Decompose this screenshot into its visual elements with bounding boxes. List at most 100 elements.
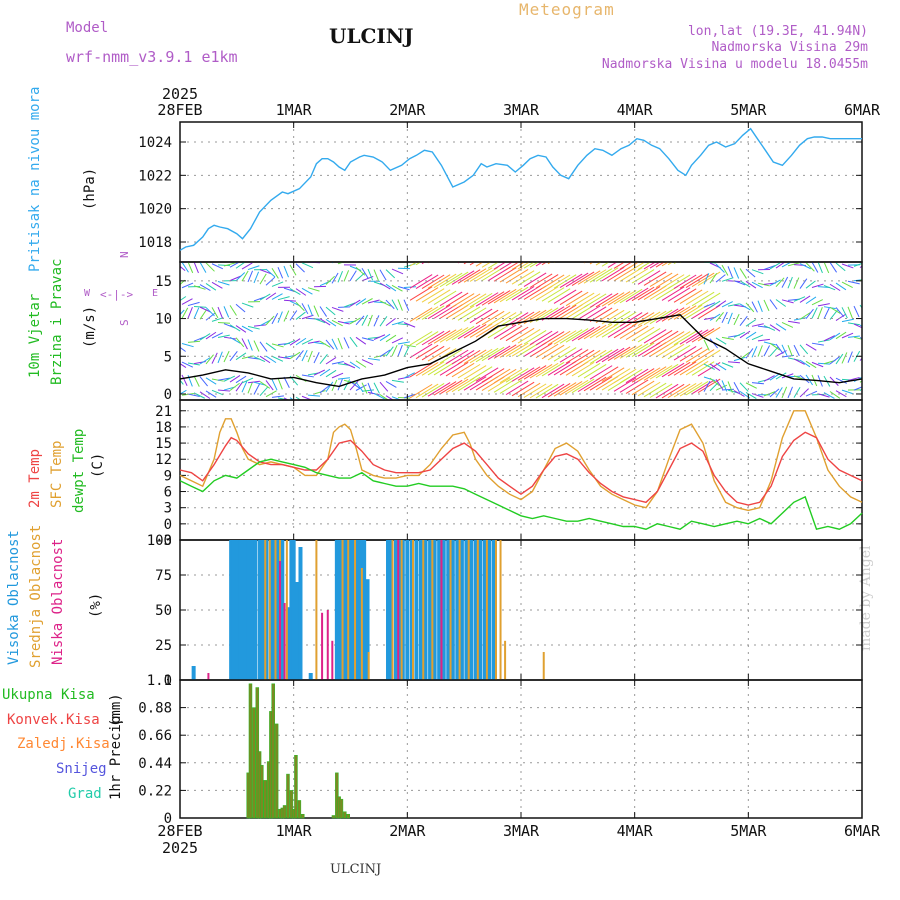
wind-barb (691, 328, 715, 343)
wind-barb (625, 368, 649, 384)
wind-barb (625, 312, 649, 327)
wind-barb (805, 308, 814, 319)
y-tick-label: 0.44 (138, 756, 172, 772)
cloud-bar (295, 582, 300, 680)
wind-barb (361, 314, 369, 326)
wind-barb (295, 311, 306, 320)
wind-barb (823, 335, 836, 342)
precip-bar (343, 811, 347, 819)
cloud-bar (291, 540, 296, 680)
wind-barb (757, 300, 763, 313)
temperature-line (179, 410, 863, 512)
wind-barb (805, 360, 817, 369)
wind-barb (427, 304, 451, 320)
wind-barb (205, 312, 216, 321)
wind-barb-field (180, 262, 862, 400)
cloud-bar (283, 603, 286, 680)
wind-barb (763, 265, 776, 270)
wind-barb (571, 361, 595, 377)
legend-freezing-rain: Zaledj.Kisa (17, 736, 110, 752)
wind-barb (751, 269, 764, 275)
wind-barb (379, 300, 391, 307)
wind-barb (457, 262, 461, 264)
cloud-bar (422, 540, 425, 680)
wind-barb (559, 381, 583, 396)
wind-barb (565, 291, 589, 307)
wind-barb (427, 289, 451, 304)
wind-barb (649, 262, 661, 269)
cloud-bar (233, 540, 238, 680)
wind-barb (337, 337, 343, 350)
wind-barb (637, 327, 661, 343)
temperature-line (179, 431, 863, 506)
wind-barb (205, 262, 215, 272)
wind-barb (223, 350, 230, 363)
wind-barb (217, 322, 231, 324)
wind-barb (715, 274, 726, 283)
wind-barb (481, 346, 505, 362)
wind-barb (253, 383, 261, 395)
wind-barb (181, 342, 194, 348)
wind-barb (397, 299, 403, 311)
wind-barb (817, 303, 830, 307)
wind-barb (535, 262, 544, 267)
wind-barb (727, 312, 733, 325)
cloud-bar (285, 540, 288, 680)
wind-barb (193, 262, 199, 274)
wind-barb (769, 342, 781, 351)
wind-barb (325, 369, 337, 378)
wind-barb (583, 349, 607, 365)
wind-barb (499, 343, 523, 358)
wind-barb (409, 383, 433, 399)
wind-barb (355, 336, 367, 345)
wind-barb (403, 322, 416, 328)
wind-barb (463, 323, 487, 339)
wind-barb (187, 340, 200, 343)
cloud-bar (249, 540, 254, 680)
wind-barb (457, 363, 481, 379)
cloud-bar (264, 540, 269, 680)
wind-barb (349, 299, 361, 307)
wind-barb (451, 293, 475, 308)
wind-barb (655, 308, 679, 323)
cloud-bar (235, 540, 240, 680)
wind-barb (829, 283, 841, 292)
wind-barb (643, 366, 667, 381)
wind-barb (799, 295, 811, 303)
cloud-bar (391, 540, 394, 680)
bottom-date-tick-label: 5MAR (730, 822, 767, 840)
wind-barb (427, 330, 451, 345)
wind-barb (727, 361, 740, 364)
wind-barb (487, 290, 511, 305)
wind-barb (703, 363, 715, 370)
cloud-bar (450, 540, 455, 680)
wind-barb (180, 389, 187, 395)
wind-barb (625, 343, 649, 358)
wind-barb (180, 379, 184, 385)
wind-barb (457, 349, 481, 365)
wind-barb (511, 262, 526, 270)
wind-barb (691, 349, 715, 364)
wind-barb (271, 343, 284, 348)
wind-barb (853, 386, 862, 391)
wind-barb (685, 290, 709, 306)
wind-barb (679, 289, 703, 304)
wind-barb (259, 386, 269, 396)
wind-barb (841, 318, 854, 323)
precip-bar (252, 707, 256, 819)
panel-frame (179, 679, 863, 819)
wind-barb (835, 282, 847, 291)
wind-barb (271, 379, 278, 391)
wind-barb (781, 373, 794, 379)
wind-barb (193, 305, 207, 308)
wind-barb (715, 300, 727, 308)
wind-barb (451, 305, 475, 320)
wind-barb (361, 359, 374, 365)
legend-total-rain: Ukupna Kisa (2, 687, 95, 703)
wind-barb (566, 262, 567, 263)
cloud-bar (397, 540, 400, 680)
wind-barb (259, 269, 272, 275)
wind-barb (289, 338, 301, 346)
wind-barb (823, 284, 836, 291)
wind-barb (301, 349, 308, 362)
